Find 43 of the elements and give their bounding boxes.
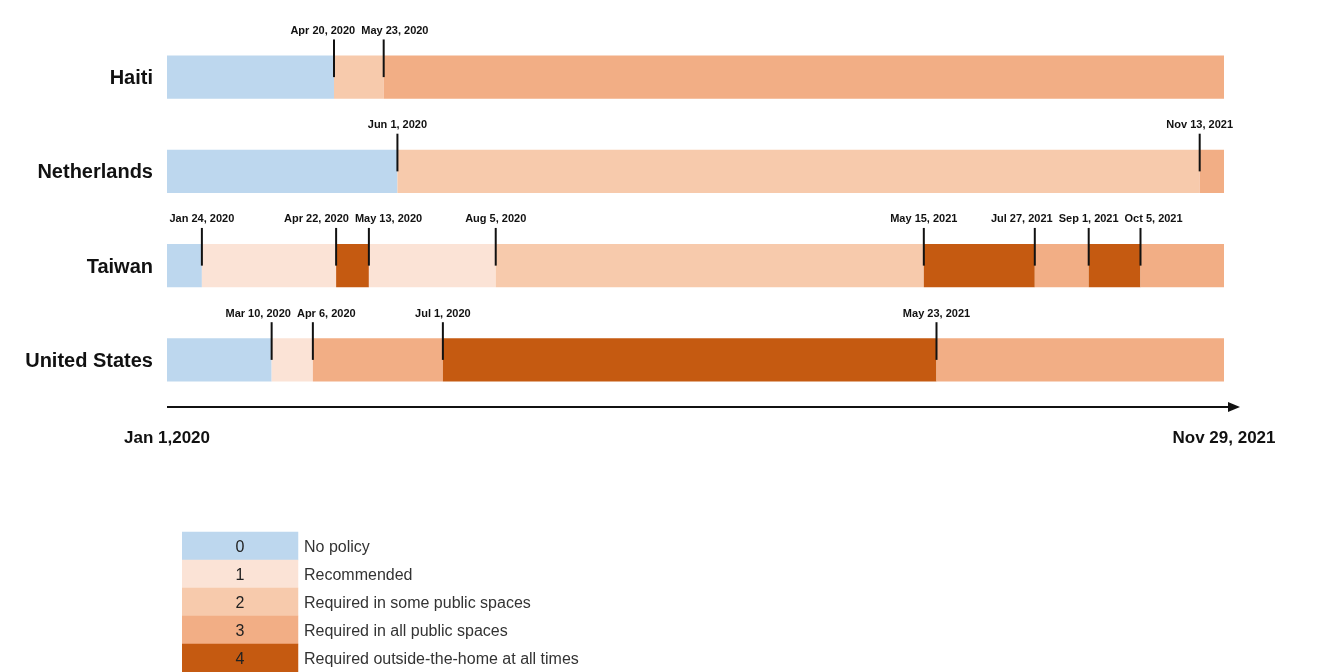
annotation: Mar 10, 2020	[225, 306, 291, 319]
data-label: 3	[235, 621, 245, 639]
y-tick-label: No policy	[304, 537, 370, 555]
annotation: Jun 1, 2020	[367, 118, 428, 131]
bar	[383, 55, 1224, 99]
data-label: 2	[235, 593, 245, 611]
annotation: Apr 20, 2020	[290, 23, 356, 36]
annotation: May 15, 2021	[890, 212, 958, 225]
data-label: 4	[235, 649, 245, 667]
bar	[167, 149, 398, 194]
y-tick-label: Recommended	[304, 565, 413, 583]
annotation: Apr 22, 2020	[284, 212, 349, 225]
y-tick-label: United States	[25, 348, 153, 371]
y-tick-label: Required in all public spaces	[304, 621, 508, 639]
data-label: 0	[235, 537, 245, 555]
annotation: May 23, 2020	[361, 23, 429, 36]
annotation: May 13, 2020	[354, 212, 423, 225]
bar	[167, 243, 202, 288]
y-tick-label: Taiwan	[86, 254, 153, 277]
annotation: Jul 27, 2021	[990, 212, 1053, 225]
bar	[167, 338, 272, 382]
annotation: Jan 24, 2020	[169, 212, 235, 225]
annotation: Aug 5, 2020	[465, 212, 527, 225]
y-tick-label: Haiti	[109, 66, 153, 89]
annotation: May 23, 2021	[902, 306, 971, 319]
bar	[1199, 149, 1224, 194]
data-label: 1	[235, 565, 245, 583]
text: Nov 29, 2021	[1172, 428, 1276, 447]
annotation: Nov 13, 2021	[1166, 118, 1234, 131]
bar	[1088, 243, 1141, 288]
annotation: Oct 5, 2021	[1124, 212, 1183, 225]
annotation: Apr 6, 2020	[296, 306, 356, 319]
bar	[312, 338, 443, 382]
y-tick-label: Required outside-the-home at all times	[304, 649, 579, 667]
bar	[1140, 243, 1224, 288]
y-tick-label: Required in some public spaces	[304, 593, 531, 611]
annotation: Sep 1, 2021	[1058, 212, 1119, 225]
bar	[923, 243, 1035, 288]
bar	[1034, 243, 1089, 288]
text: Jan 1,2020	[123, 428, 211, 447]
y-tick-label: Netherlands	[37, 160, 153, 183]
bar	[167, 55, 335, 99]
annotation: Jul 1, 2020	[415, 306, 471, 319]
